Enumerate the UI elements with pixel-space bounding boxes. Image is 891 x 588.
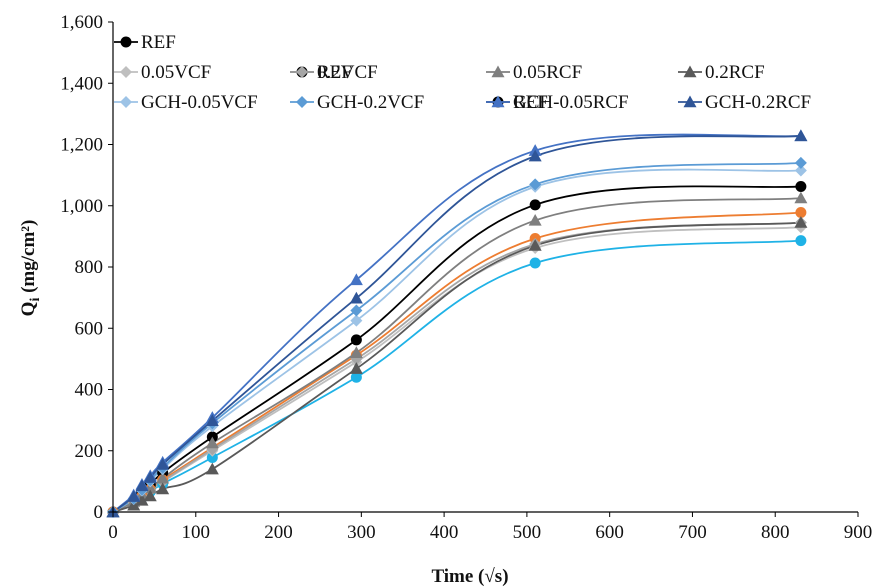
y-axis-title-rest: (mg/cm²): [18, 220, 39, 298]
data-point-gch-0-2rcf-2: [135, 479, 149, 492]
legend-entry-0-05vcf: 0.05VCF: [114, 62, 211, 83]
data-point-gnp-8: [795, 206, 807, 218]
legend-swatch-marker: [683, 95, 697, 108]
legend-label: 0.05RCF: [513, 62, 582, 83]
data-point-0-2rcf-5: [205, 462, 219, 475]
x-tick-label: 800: [761, 522, 790, 543]
legend-entry-ref: REF: [114, 32, 176, 53]
legend-swatch-marker: [491, 65, 505, 78]
axes: [108, 21, 859, 517]
legend-label: 0.05VCF: [141, 62, 211, 83]
legend: REF REF REF 0.05VCF 0.2VCF 0.05RCF 0.2RCF GCH-0…: [114, 32, 811, 113]
y-tick-label: 1,000: [60, 196, 103, 217]
legend-label: 0.2VCF: [317, 62, 378, 83]
y-tick-label: 1,200: [60, 135, 103, 156]
x-tick-label: 200: [264, 522, 293, 543]
data-point-0-2rcf-2: [135, 493, 149, 506]
data-point-gch-0-2vcf-6: [350, 304, 363, 317]
data-point-gch-0-05vcf-6: [350, 314, 363, 327]
legend-label: GCH-0.2RCF: [705, 92, 811, 113]
y-tick-label: 1,400: [60, 73, 103, 94]
data-point-gch-5: [206, 451, 218, 463]
y-tick-label: 400: [75, 380, 104, 401]
data-point-0-05rcf-7: [528, 213, 542, 226]
data-point-0-05rcf-8: [794, 191, 808, 204]
data-point-ref-8: [795, 180, 807, 192]
y-tick-label: 200: [75, 441, 104, 462]
data-point-gch-0-2rcf-4: [156, 458, 170, 470]
legend-label: GCH-0.05VCF: [141, 92, 258, 113]
data-point-0-2rcf-8: [794, 216, 808, 228]
x-axis-title: Time (√s): [431, 566, 508, 587]
data-point-gch-0-2rcf-3: [143, 471, 157, 483]
legend-label: GCH-0.2VCF: [317, 92, 424, 113]
legend-entry-gch-0-05vcf: GCH-0.05VCF: [114, 92, 258, 113]
legend-label: REF: [317, 62, 352, 83]
legend-entry-gch-0-05rcf: GCH-0.05RCF: [486, 92, 629, 113]
data-point-ref-6: [350, 334, 362, 346]
data-point-gch-0-2vcf-8: [794, 156, 807, 169]
data-point-0-05rcf-5: [205, 436, 219, 449]
legend-entry-0-2rcf: 0.2RCF: [678, 62, 765, 83]
legend-swatch-marker: [683, 65, 697, 78]
data-point-gch-0-05rcf-6: [349, 273, 363, 286]
y-tick-label: 800: [75, 257, 104, 278]
data-point-gch-7: [529, 257, 541, 269]
plot-markers: [106, 129, 808, 518]
x-tick-label: 600: [595, 522, 624, 543]
x-tick-label: 900: [844, 522, 873, 543]
series-line-ref: [112, 185, 801, 513]
data-point-ref-7: [529, 199, 541, 211]
data-point-0-2rcf-3: [143, 489, 157, 502]
legend-entry-gch-0-2vcf: GCH-0.2VCF: [290, 92, 424, 113]
y-axis-title-subscript: i: [28, 298, 43, 302]
legend-entry-0-2vcf: 0.2VCF: [290, 62, 378, 83]
data-point-gch-6: [350, 371, 362, 383]
y-tick-label: 1,600: [60, 12, 103, 33]
legend-swatch-marker: [296, 96, 308, 108]
data-point-gch-0-2rcf-6: [349, 291, 363, 304]
x-tick-label: 700: [678, 522, 707, 543]
y-axis-title-main: Q: [18, 302, 39, 317]
legend-swatch-marker: [120, 96, 132, 108]
y-tick-label: 600: [75, 318, 104, 339]
legend-swatch-marker: [120, 66, 132, 78]
data-point-0-2rcf-7: [528, 239, 542, 251]
data-point-gch-0-2rcf-5: [205, 414, 219, 426]
data-point-gch-0-2vcf-7: [529, 178, 542, 191]
x-tick-label: 100: [182, 522, 211, 543]
series-line-0-05rcf: [112, 197, 801, 513]
legend-label: REF: [513, 92, 548, 113]
x-tick-label: 400: [430, 522, 459, 543]
data-point-gch-0-2rcf-8: [794, 129, 808, 142]
data-point-gch-0-2rcf-7: [528, 149, 542, 162]
x-tick-label: 300: [347, 522, 376, 543]
legend-label: GCH-0.05RCF: [513, 92, 629, 113]
data-point-gch-8: [795, 235, 807, 247]
data-point-0-2rcf-6: [349, 362, 363, 374]
y-tick-label: 0: [94, 502, 104, 523]
data-point-gch-0-2rcf-1: [127, 490, 141, 502]
y-axis-title: Qi (mg/cm²): [18, 220, 43, 317]
series-line-0-05vcf: [112, 226, 801, 513]
legend-label: 0.2RCF: [705, 62, 765, 83]
data-point-gch-0-05vcf-8: [794, 164, 807, 177]
legend-entry-0-05rcf: 0.05RCF: [486, 62, 582, 83]
legend-entry-gch-0-2rcf: GCH-0.2RCF: [678, 92, 811, 113]
x-tick-label: 500: [513, 522, 542, 543]
tick-labels: 0 100 200 300 400 500 600 700 800 900 0 200 400 600 80…: [60, 12, 872, 543]
data-point-0-05rcf-4: [156, 471, 170, 484]
x-tick-label: 0: [108, 522, 118, 543]
data-point-0-2rcf-4: [156, 482, 170, 495]
legend-swatch-marker: [491, 95, 505, 108]
legend-label: REF: [141, 32, 176, 53]
data-point-0-05rcf-6: [349, 346, 363, 358]
legend-swatch-marker: [120, 36, 132, 48]
legend-swatch-marker: [296, 66, 308, 78]
